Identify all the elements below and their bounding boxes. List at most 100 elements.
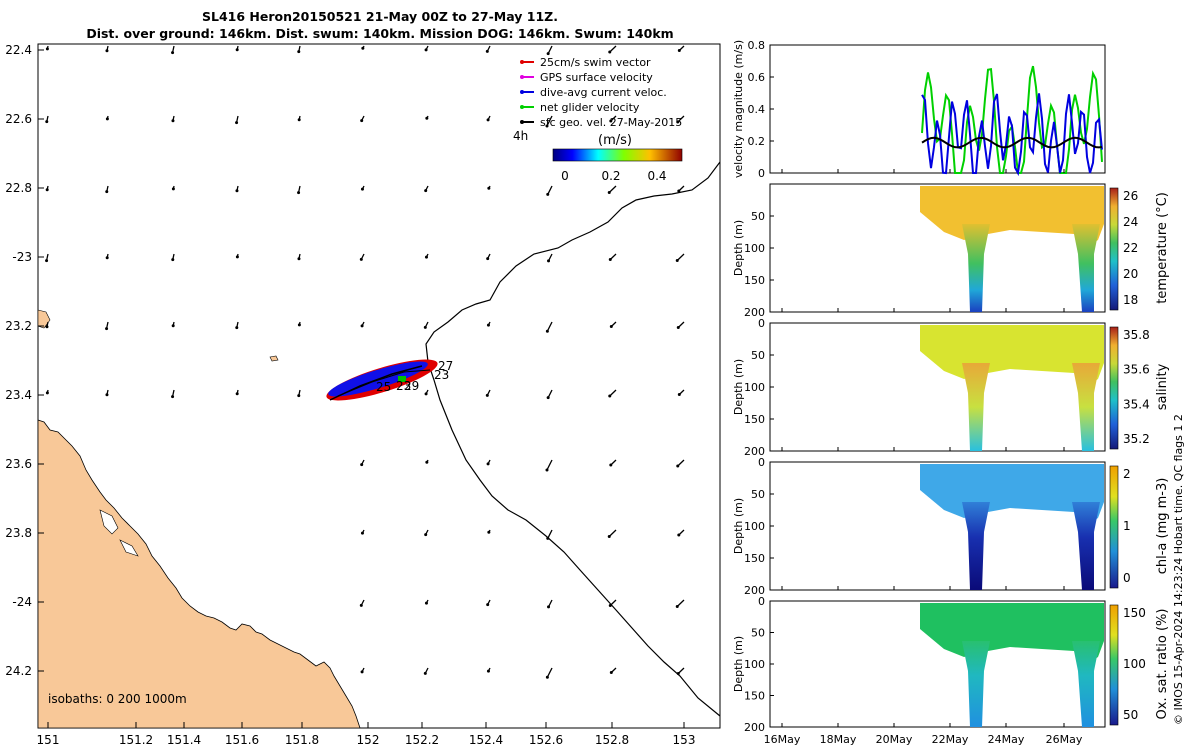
- sfc-velocity-arrowhead: [424, 255, 428, 259]
- sfc-velocity-arrowhead: [424, 392, 428, 396]
- sfc-velocity-arrowhead: [677, 393, 681, 396]
- panel-ylabel: velocity magnitude (m/s): [732, 40, 745, 178]
- legend-swatch-head: [520, 75, 524, 79]
- sfc-velocity-arrowhead: [423, 671, 427, 675]
- time-tick-label: 20May: [876, 733, 913, 746]
- sfc-velocity-arrowhead: [359, 257, 363, 261]
- track-day-label: 23: [396, 379, 411, 393]
- panel-colorbar: [1109, 465, 1119, 589]
- panel-ytick-label: 0.8: [748, 39, 766, 52]
- panel-colorbar-tick: 150: [1123, 606, 1146, 620]
- sfc-velocity-arrowhead: [45, 391, 49, 395]
- panel-ytick-label: 200: [744, 584, 765, 597]
- imos-credit: © IMOS 15-Apr-2024 14:23:24 Hobart time.…: [1168, 180, 1188, 740]
- sfc-velocity-arrowhead: [607, 535, 611, 538]
- panel-ytick-label: 150: [744, 552, 765, 565]
- sfc-velocity-arrowhead: [676, 326, 680, 329]
- panel-colorbar: [1109, 326, 1119, 450]
- panel-ytick-label: 100: [744, 381, 765, 394]
- panel-colorbar: [1109, 604, 1119, 726]
- sfc-velocity-arrow: [608, 185, 617, 193]
- sfc-velocity-arrowhead: [675, 605, 679, 608]
- sfc-velocity-arrowhead: [546, 536, 550, 540]
- panel-ytick-label: 0.2: [748, 135, 766, 148]
- glider-track: [326, 359, 438, 401]
- sfc-velocity-arrowhead: [360, 324, 364, 328]
- sfc-velocity-arrowhead: [171, 51, 175, 55]
- panel-colorbar-tick: 100: [1123, 657, 1146, 671]
- section-dive-profile-2: [1072, 641, 1100, 727]
- map-ytick-label: 23.6: [5, 457, 32, 471]
- sfc-velocity-arrowhead: [423, 325, 427, 329]
- sfc-velocity-arrowhead: [105, 49, 109, 53]
- sfc-velocity-arrowhead: [105, 190, 109, 194]
- chart-title: SL416 Heron20150521 21-May 00Z to 27-May…: [201, 9, 558, 24]
- map-xtick-label: 151.4: [167, 733, 201, 747]
- panel-colorbar-tick: 0: [1123, 571, 1131, 585]
- map-xtick-label: 152: [357, 733, 380, 747]
- map-ytick-label: 22.6: [5, 112, 32, 126]
- legend-time-label: 4h: [513, 129, 528, 143]
- panel-ytick-label: 100: [744, 242, 765, 255]
- sfc-velocity-arrowhead: [609, 671, 613, 674]
- legend-swatch-head: [520, 60, 524, 64]
- legend-swatch-head: [520, 90, 524, 94]
- sfc-velocity-arrowhead: [486, 257, 490, 261]
- section-dive-profile-1: [962, 502, 990, 590]
- track-day-label: 23: [434, 368, 449, 382]
- sfc-velocity-arrowhead: [487, 186, 491, 190]
- colorbar-tick-label: 0.2: [601, 169, 620, 183]
- sfc-velocity-arrowhead: [297, 323, 301, 327]
- panel-colorbar-tick: 35.8: [1123, 328, 1150, 342]
- sfc-velocity-arrowhead: [105, 117, 109, 121]
- sfc-velocity-arrowhead: [424, 533, 428, 537]
- sfc-velocity-arrowhead: [547, 259, 551, 263]
- panel-colorbar-tick: 35.6: [1123, 363, 1150, 377]
- sfc-velocity-arrowhead: [547, 605, 551, 609]
- sfc-velocity-arrowhead: [545, 675, 549, 679]
- sfc-velocity-arrowhead: [361, 46, 365, 50]
- sfc-velocity-arrowhead: [360, 187, 364, 191]
- panel-colorbar-tick: 24: [1123, 215, 1138, 229]
- panel-ytick-label: 50: [751, 210, 765, 223]
- sfc-velocity-arrowhead: [546, 52, 550, 56]
- isobath-200m: [425, 161, 721, 717]
- panel-colorbar-tick: 18: [1123, 293, 1138, 307]
- sfc-velocity-arrowhead: [485, 393, 489, 397]
- panel-ytick-label: 0.4: [748, 103, 766, 116]
- section-dive-profile-2: [1072, 224, 1100, 312]
- sfc-velocity-arrowhead: [45, 188, 49, 192]
- section-dive-profile-1: [962, 363, 990, 451]
- sfc-velocity-arrowhead: [235, 326, 239, 330]
- sfc-velocity-arrowhead: [675, 259, 679, 262]
- panel-ytick-label: 150: [744, 413, 765, 426]
- sfc-velocity-arrowhead: [105, 256, 109, 260]
- sfc-velocity-arrow: [676, 253, 685, 261]
- time-tick-label: 24May: [988, 733, 1025, 746]
- sfc-velocity-arrowhead: [424, 601, 428, 605]
- panel-ylabel: Depth (m): [732, 636, 745, 692]
- chart-subtitle: Dist. over ground: 146km. Dist. swum: 14…: [86, 26, 674, 41]
- sfc-velocity-arrowhead: [424, 48, 428, 52]
- sfc-velocity-arrowhead: [486, 323, 490, 327]
- map-xtick-label: 152.2: [405, 733, 439, 747]
- sfc-velocity-arrowhead: [235, 255, 239, 259]
- sfc-velocity-arrowhead: [677, 533, 681, 537]
- panel-colorbar-tick: 35.2: [1123, 432, 1150, 446]
- sfc-velocity-arrowhead: [676, 120, 680, 124]
- sfc-velocity-arrowhead: [360, 670, 364, 674]
- map-xtick-label: 151: [37, 733, 60, 747]
- panel-colorbar-tick: 2: [1123, 467, 1131, 481]
- map-xtick-label: 153: [673, 733, 696, 747]
- panel-colorbar-tick: 50: [1123, 708, 1138, 722]
- sfc-velocity-arrowhead: [424, 189, 428, 193]
- section-dive-profile-2: [1072, 502, 1100, 590]
- sfc-velocity-arrowhead: [171, 395, 175, 399]
- sfc-velocity-arrow: [608, 529, 617, 537]
- panel-colorbar-tick: 35.4: [1123, 397, 1150, 411]
- map-ytick-label: -24: [12, 595, 32, 609]
- map-xtick-label: 152.8: [595, 733, 629, 747]
- map-xtick-label: 151.8: [285, 733, 319, 747]
